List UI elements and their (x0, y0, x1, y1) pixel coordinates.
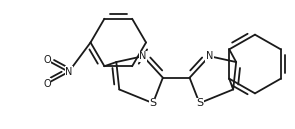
Text: S: S (149, 98, 157, 108)
Text: N: N (206, 51, 213, 61)
Text: O: O (43, 79, 51, 89)
Text: O: O (43, 55, 51, 65)
Text: S: S (196, 98, 203, 108)
Text: N: N (65, 67, 73, 77)
Text: N: N (139, 51, 147, 61)
